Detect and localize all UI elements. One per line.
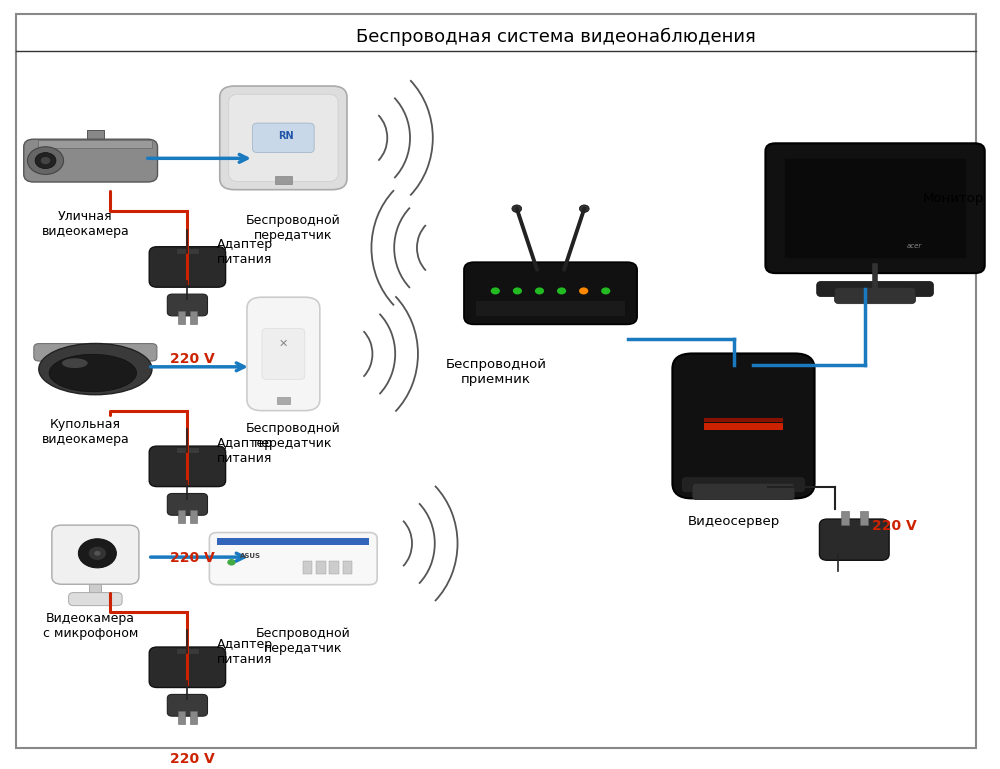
- Text: Видеокамера
с микрофоном: Видеокамера с микрофоном: [43, 611, 138, 640]
- FancyBboxPatch shape: [704, 423, 783, 431]
- Text: Уличная
видеокамера: Уличная видеокамера: [42, 210, 129, 238]
- FancyBboxPatch shape: [329, 561, 339, 574]
- Circle shape: [491, 288, 500, 295]
- FancyBboxPatch shape: [176, 648, 199, 654]
- FancyBboxPatch shape: [476, 301, 625, 316]
- FancyBboxPatch shape: [176, 447, 199, 454]
- Circle shape: [78, 539, 116, 568]
- FancyBboxPatch shape: [277, 398, 290, 404]
- Text: Адаптер
питания: Адаптер питания: [217, 638, 273, 666]
- Text: acer: acer: [907, 244, 922, 249]
- Text: Беспроводной
приемник: Беспроводной приемник: [446, 358, 547, 386]
- Circle shape: [557, 288, 566, 295]
- Text: 220 V: 220 V: [170, 351, 215, 365]
- FancyBboxPatch shape: [190, 311, 197, 324]
- Circle shape: [89, 547, 106, 560]
- FancyBboxPatch shape: [52, 525, 139, 584]
- FancyBboxPatch shape: [841, 511, 849, 525]
- FancyBboxPatch shape: [24, 139, 158, 182]
- FancyBboxPatch shape: [176, 248, 199, 254]
- FancyBboxPatch shape: [464, 262, 637, 325]
- FancyBboxPatch shape: [262, 328, 305, 379]
- Text: Беспроводная система видеонаблюдения: Беспроводная система видеонаблюдения: [356, 28, 755, 46]
- FancyBboxPatch shape: [220, 86, 347, 190]
- Circle shape: [35, 152, 56, 168]
- Text: Монитор: Монитор: [923, 192, 984, 205]
- Ellipse shape: [49, 355, 137, 391]
- FancyBboxPatch shape: [860, 511, 868, 525]
- FancyBboxPatch shape: [253, 123, 314, 152]
- FancyBboxPatch shape: [69, 593, 122, 606]
- FancyBboxPatch shape: [149, 247, 226, 287]
- FancyBboxPatch shape: [178, 711, 185, 724]
- Circle shape: [27, 147, 64, 175]
- Circle shape: [41, 157, 50, 165]
- FancyBboxPatch shape: [178, 311, 185, 324]
- FancyBboxPatch shape: [217, 538, 369, 544]
- FancyBboxPatch shape: [167, 494, 207, 515]
- FancyBboxPatch shape: [498, 305, 603, 313]
- Text: Адаптер
питания: Адаптер питания: [217, 437, 273, 465]
- FancyBboxPatch shape: [34, 344, 157, 361]
- FancyBboxPatch shape: [275, 176, 292, 184]
- Circle shape: [227, 559, 236, 565]
- FancyBboxPatch shape: [784, 158, 966, 258]
- FancyBboxPatch shape: [190, 510, 197, 523]
- FancyBboxPatch shape: [704, 418, 783, 421]
- Ellipse shape: [62, 358, 88, 368]
- FancyBboxPatch shape: [343, 561, 352, 574]
- Circle shape: [601, 288, 610, 295]
- Text: Беспроводной
передатчик: Беспроводной передатчик: [246, 422, 341, 450]
- Circle shape: [579, 288, 588, 295]
- FancyBboxPatch shape: [316, 561, 326, 574]
- FancyBboxPatch shape: [38, 140, 152, 148]
- FancyBboxPatch shape: [303, 561, 312, 574]
- FancyBboxPatch shape: [149, 446, 226, 487]
- Text: ASUS: ASUS: [240, 553, 261, 559]
- FancyBboxPatch shape: [149, 647, 226, 687]
- FancyBboxPatch shape: [692, 483, 795, 500]
- Text: 220 V: 220 V: [170, 752, 215, 766]
- Text: 220 V: 220 V: [170, 551, 215, 565]
- Text: Видеосервер: Видеосервер: [687, 515, 780, 528]
- Circle shape: [513, 288, 522, 295]
- Text: RN: RN: [278, 131, 294, 141]
- FancyBboxPatch shape: [209, 533, 377, 584]
- FancyBboxPatch shape: [190, 711, 197, 724]
- FancyBboxPatch shape: [229, 95, 338, 181]
- FancyBboxPatch shape: [167, 294, 207, 316]
- Text: 220 V: 220 V: [872, 519, 917, 533]
- FancyBboxPatch shape: [835, 288, 916, 304]
- FancyBboxPatch shape: [682, 477, 805, 492]
- Circle shape: [535, 288, 544, 295]
- Text: ✕: ✕: [279, 339, 288, 349]
- Ellipse shape: [39, 344, 152, 394]
- FancyBboxPatch shape: [672, 354, 815, 498]
- Text: Купольная
видеокамера: Купольная видеокамера: [42, 418, 129, 446]
- Text: Адаптер
питания: Адаптер питания: [217, 238, 273, 265]
- FancyBboxPatch shape: [87, 130, 104, 150]
- FancyBboxPatch shape: [89, 574, 101, 599]
- Circle shape: [94, 551, 101, 556]
- FancyBboxPatch shape: [167, 694, 207, 716]
- FancyBboxPatch shape: [765, 143, 985, 273]
- FancyBboxPatch shape: [817, 281, 933, 297]
- FancyBboxPatch shape: [178, 510, 185, 523]
- Text: Беспроводной
передатчик: Беспроводной передатчик: [246, 214, 341, 241]
- Text: Беспроводной
передатчик: Беспроводной передатчик: [256, 627, 351, 655]
- Circle shape: [579, 205, 589, 212]
- FancyBboxPatch shape: [819, 519, 889, 561]
- FancyBboxPatch shape: [247, 297, 320, 411]
- Circle shape: [512, 205, 522, 212]
